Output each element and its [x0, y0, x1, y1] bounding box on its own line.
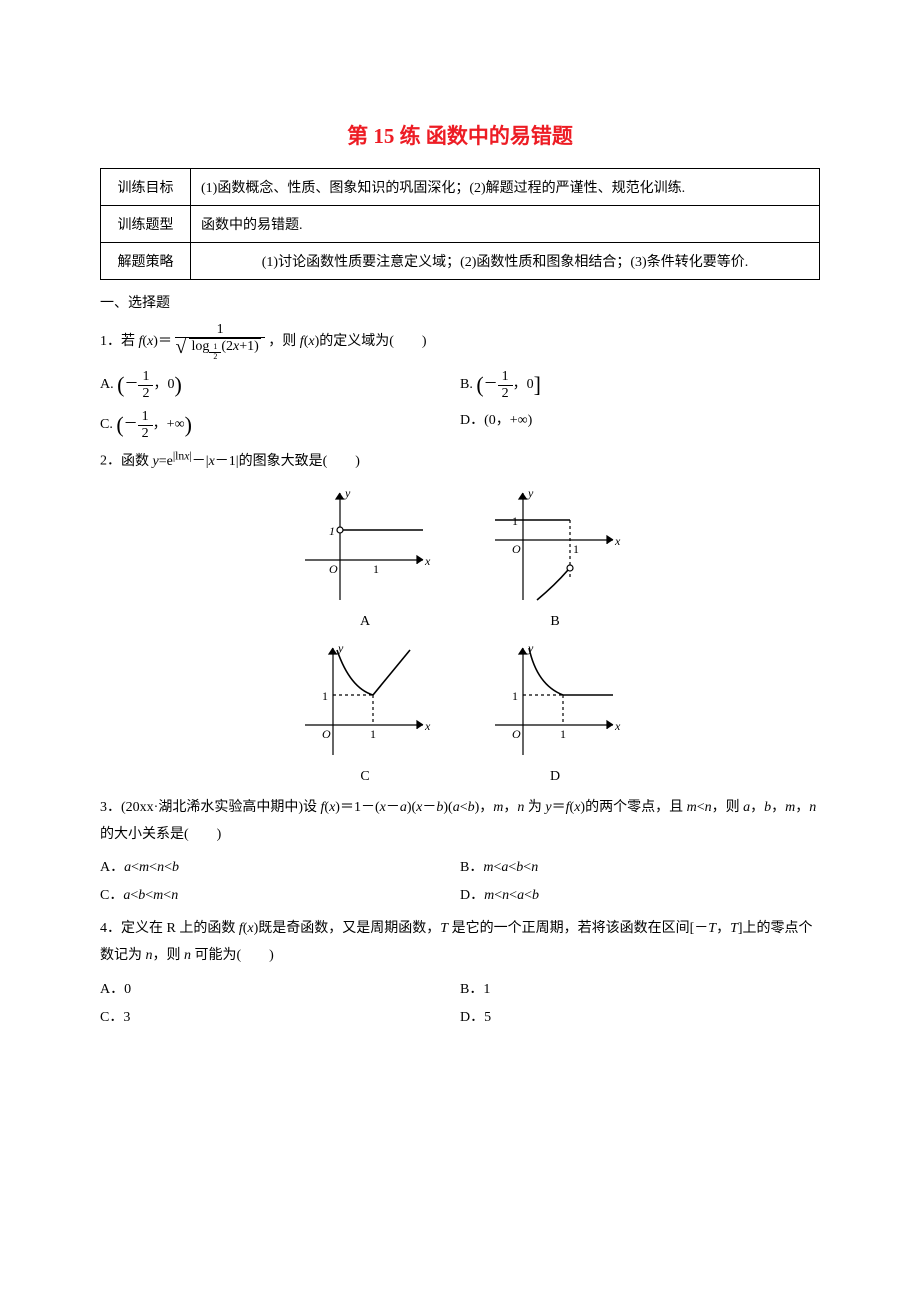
svg-text:O: O: [512, 727, 521, 741]
section-heading: 一、选择题: [100, 292, 820, 312]
q1-prefix: 若: [121, 334, 139, 349]
q3-opts-cd: C．a<b<m<n D．m<n<a<b: [100, 880, 820, 908]
svg-text:1: 1: [573, 542, 579, 556]
meta-label: 解题策略: [101, 243, 191, 280]
svg-text:1: 1: [322, 689, 328, 703]
q1-math-lhs: f: [139, 334, 143, 349]
q2-fig-b: 1 O 1 x y B: [485, 485, 625, 630]
svg-text:1: 1: [370, 727, 376, 741]
svg-text:1: 1: [560, 727, 566, 741]
q3-opts-ab: A．a<m<n<b B．m<a<b<n: [100, 852, 820, 880]
svg-text:1: 1: [512, 514, 518, 528]
svg-text:O: O: [329, 562, 338, 576]
svg-text:y: y: [527, 641, 534, 655]
question-4: 4．定义在 R 上的函数 f(x)既是奇函数，又是周期函数，T 是它的一个正周期…: [100, 916, 820, 969]
fig-label-b: B: [485, 614, 625, 630]
svg-text:x: x: [424, 554, 431, 568]
q1-fraction: 1 √ log12(2x+1): [175, 322, 264, 361]
q1-opt-a: A. (－12，0): [100, 365, 460, 405]
q4-stem: 定义在 R 上的函数 f(x)既是奇函数，又是周期函数，T 是它的一个正周期，若…: [100, 921, 813, 963]
q1-opt-d: D．(0，+∞): [460, 405, 820, 445]
q4-opts-cd: C．3 D．5: [100, 1002, 820, 1030]
q3-opt-c: C．a<b<m<n: [100, 880, 460, 908]
q4-opt-d: D．5: [460, 1002, 820, 1030]
q3-opt-b: B．m<a<b<n: [460, 852, 820, 880]
q1-opt-b: B. (－12，0]: [460, 365, 820, 405]
q3-stem: (20xx·湖北浠水实验高中期中)设 f(x)＝1－(x－a)(x－b)(a<b…: [100, 800, 816, 842]
graph-a-icon: 1 O 1 x y: [295, 485, 435, 605]
page-title: 第 15 练 函数中的易错题: [100, 120, 820, 150]
svg-text:1: 1: [329, 524, 335, 538]
q1-opts-ab: A. (－12，0) B. (－12，0]: [100, 365, 820, 405]
meta-content: (1)函数概念、性质、图象知识的巩固深化；(2)解题过程的严谨性、规范化训练.: [191, 169, 820, 206]
svg-text:1: 1: [512, 689, 518, 703]
svg-text:y: y: [527, 486, 534, 500]
table-row: 解题策略 (1)讨论函数性质要注意定义域；(2)函数性质和图象相结合；(3)条件…: [101, 243, 820, 280]
q1-suffix: ，则 f(x)的定义域为( ): [268, 334, 426, 349]
fig-label-d: D: [485, 769, 625, 785]
meta-label: 训练题型: [101, 206, 191, 243]
q2-stem: 函数 y=e|lnx|－|x－1|的图象大致是( ): [121, 454, 360, 469]
q2-fig-d: 1 O 1 x y D: [485, 640, 625, 785]
q1-number: 1．: [100, 334, 121, 349]
table-row: 训练题型 函数中的易错题.: [101, 206, 820, 243]
q2-fig-a: 1 O 1 x y A: [295, 485, 435, 630]
meta-content: 函数中的易错题.: [191, 206, 820, 243]
q4-opt-b: B．1: [460, 974, 820, 1002]
svg-text:O: O: [512, 542, 521, 556]
svg-text:1: 1: [373, 562, 379, 576]
svg-text:x: x: [614, 719, 621, 733]
question-2: 2．函数 y=e|lnx|－|x－1|的图象大致是( ): [100, 445, 820, 475]
graph-d-icon: 1 O 1 x y: [485, 640, 625, 760]
svg-text:y: y: [337, 641, 344, 655]
q4-opts-ab: A．0 B．1: [100, 974, 820, 1002]
svg-text:O: O: [322, 727, 331, 741]
graph-b-icon: 1 O 1 x y: [485, 485, 625, 605]
meta-table: 训练目标 (1)函数概念、性质、图象知识的巩固深化；(2)解题过程的严谨性、规范…: [100, 168, 820, 280]
svg-text:y: y: [344, 486, 351, 500]
graph-c-icon: 1 O 1 x y: [295, 640, 435, 760]
meta-label: 训练目标: [101, 169, 191, 206]
question-3: 3．(20xx·湖北浠水实验高中期中)设 f(x)＝1－(x－a)(x－b)(a…: [100, 795, 820, 848]
question-1: 1．若 f(x)＝ 1 √ log12(2x+1) ，则 f(x)的定义域为( …: [100, 322, 820, 361]
q1-opts-cd: C. (－12，+∞) D．(0，+∞): [100, 405, 820, 445]
q2-fig-c: 1 O 1 x y C: [295, 640, 435, 785]
svg-text:x: x: [614, 534, 621, 548]
q2-figs-row2: 1 O 1 x y C 1 O 1 x: [100, 640, 820, 785]
fig-label-a: A: [295, 614, 435, 630]
q4-opt-a: A．0: [100, 974, 460, 1002]
q1-opt-c: C. (－12，+∞): [100, 405, 460, 445]
fig-label-c: C: [295, 769, 435, 785]
q4-number: 4．: [100, 921, 121, 936]
table-row: 训练目标 (1)函数概念、性质、图象知识的巩固深化；(2)解题过程的严谨性、规范…: [101, 169, 820, 206]
svg-text:x: x: [424, 719, 431, 733]
q2-number: 2．: [100, 454, 121, 469]
q2-figs-row1: 1 O 1 x y A 1 O 1 x: [100, 485, 820, 630]
q3-opt-d: D．m<n<a<b: [460, 880, 820, 908]
q4-opt-c: C．3: [100, 1002, 460, 1030]
meta-content: (1)讨论函数性质要注意定义域；(2)函数性质和图象相结合；(3)条件转化要等价…: [191, 243, 820, 280]
q3-opt-a: A．a<m<n<b: [100, 852, 460, 880]
q3-number: 3．: [100, 800, 121, 815]
